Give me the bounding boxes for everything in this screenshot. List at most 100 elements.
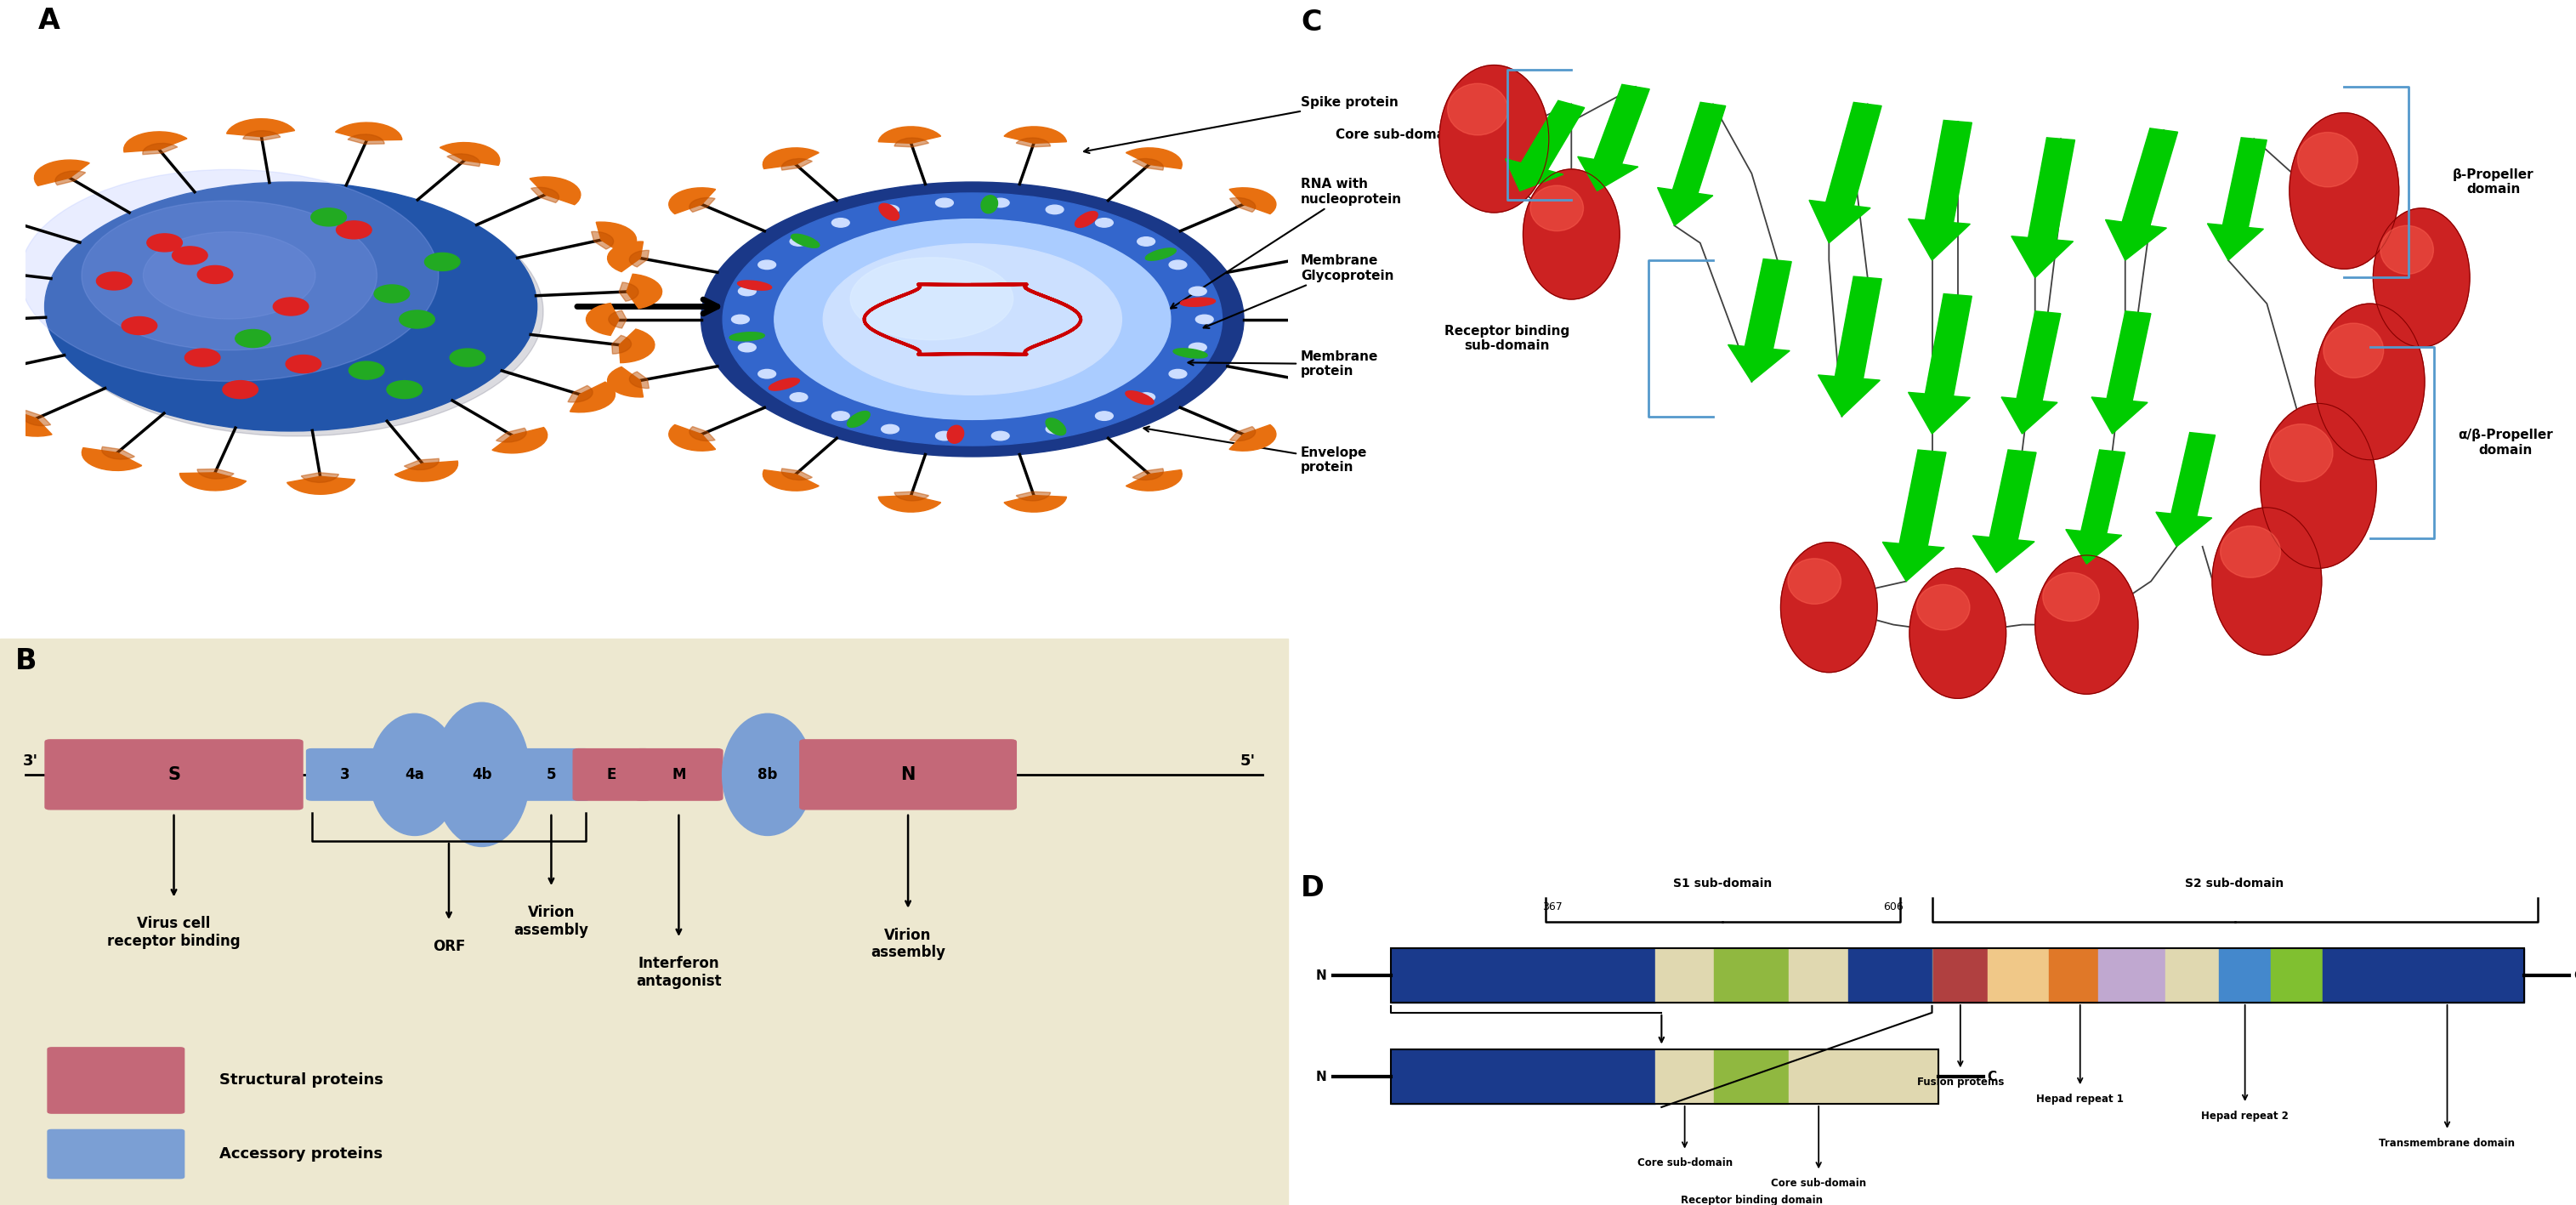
- Wedge shape: [1296, 371, 1316, 388]
- FancyBboxPatch shape: [307, 748, 384, 800]
- Ellipse shape: [2035, 556, 2138, 694]
- Text: Core sub-domain: Core sub-domain: [1636, 1158, 1734, 1169]
- Wedge shape: [629, 251, 649, 268]
- Ellipse shape: [1180, 298, 1216, 306]
- Text: Virus cell
receptor binding: Virus cell receptor binding: [108, 916, 240, 950]
- Ellipse shape: [791, 234, 819, 248]
- Wedge shape: [762, 148, 819, 169]
- Text: S: S: [167, 766, 180, 783]
- Polygon shape: [1819, 276, 1880, 417]
- Circle shape: [935, 199, 953, 207]
- Text: 4a: 4a: [404, 766, 425, 782]
- Circle shape: [173, 247, 209, 264]
- Circle shape: [121, 317, 157, 335]
- Text: 8b: 8b: [757, 766, 778, 782]
- Text: ORF: ORF: [433, 939, 466, 954]
- Ellipse shape: [1126, 390, 1154, 405]
- Wedge shape: [894, 137, 930, 147]
- Circle shape: [791, 237, 809, 246]
- Wedge shape: [670, 424, 716, 451]
- Text: Structural proteins: Structural proteins: [219, 1072, 384, 1088]
- Wedge shape: [1229, 188, 1275, 214]
- FancyBboxPatch shape: [572, 748, 649, 800]
- Wedge shape: [1301, 241, 1337, 272]
- Wedge shape: [404, 459, 438, 470]
- Text: Core sub-domain: Core sub-domain: [1337, 128, 1458, 141]
- Text: M: M: [672, 766, 685, 782]
- Polygon shape: [1656, 102, 1726, 225]
- Text: 3': 3': [23, 753, 39, 769]
- Ellipse shape: [848, 411, 871, 428]
- Circle shape: [348, 361, 384, 380]
- Polygon shape: [1504, 100, 1584, 190]
- Polygon shape: [1728, 259, 1790, 382]
- Circle shape: [992, 431, 1010, 440]
- Circle shape: [1170, 260, 1188, 269]
- Wedge shape: [33, 160, 90, 186]
- Text: RNA with
nucleoprotein: RNA with nucleoprotein: [1170, 178, 1401, 308]
- Text: Accessory proteins: Accessory proteins: [219, 1146, 381, 1162]
- Polygon shape: [1883, 449, 1945, 581]
- Circle shape: [824, 243, 1121, 395]
- Bar: [1656, 1050, 1716, 1104]
- Bar: [1788, 1050, 1850, 1104]
- Circle shape: [386, 381, 422, 399]
- FancyBboxPatch shape: [46, 1047, 185, 1113]
- Wedge shape: [1327, 304, 1358, 335]
- Circle shape: [312, 208, 345, 227]
- Wedge shape: [348, 134, 384, 145]
- Text: Interferon
antagonist: Interferon antagonist: [636, 956, 721, 989]
- Ellipse shape: [1146, 248, 1177, 260]
- FancyBboxPatch shape: [46, 740, 304, 810]
- Bar: [1656, 948, 1716, 1003]
- Circle shape: [1136, 237, 1154, 246]
- Text: 4b: 4b: [471, 766, 492, 782]
- Circle shape: [95, 272, 131, 290]
- Text: A: A: [39, 6, 59, 35]
- Text: Hepad repeat 1: Hepad repeat 1: [2038, 1094, 2123, 1105]
- Polygon shape: [2105, 128, 2177, 260]
- Wedge shape: [762, 470, 819, 490]
- Circle shape: [1046, 424, 1064, 434]
- Text: Transmembrane domain: Transmembrane domain: [2380, 1138, 2514, 1148]
- Ellipse shape: [1522, 169, 1620, 299]
- Wedge shape: [448, 154, 479, 166]
- Circle shape: [724, 193, 1221, 446]
- Ellipse shape: [368, 713, 461, 835]
- Wedge shape: [82, 448, 142, 471]
- Text: 3: 3: [340, 766, 350, 782]
- Circle shape: [185, 348, 219, 366]
- Bar: [2324, 948, 2524, 1003]
- Wedge shape: [0, 201, 13, 231]
- Wedge shape: [608, 311, 626, 328]
- Circle shape: [44, 182, 536, 431]
- Ellipse shape: [729, 333, 765, 341]
- Text: Receptor binding
sub-domain: Receptor binding sub-domain: [1445, 324, 1569, 352]
- Text: Fusion proteins: Fusion proteins: [1917, 1077, 2004, 1088]
- Text: Virion
assembly: Virion assembly: [871, 928, 945, 960]
- Text: C: C: [1989, 1070, 1996, 1083]
- Text: Membrane
protein: Membrane protein: [1188, 351, 1378, 378]
- Wedge shape: [781, 469, 811, 480]
- Circle shape: [1046, 205, 1064, 214]
- Ellipse shape: [721, 713, 814, 835]
- Circle shape: [775, 219, 1170, 419]
- Ellipse shape: [2290, 113, 2398, 269]
- Circle shape: [1136, 393, 1154, 401]
- Circle shape: [374, 284, 410, 302]
- Ellipse shape: [948, 425, 963, 443]
- Circle shape: [1170, 370, 1188, 378]
- Circle shape: [1095, 218, 1113, 228]
- Circle shape: [1095, 411, 1113, 421]
- Text: E: E: [608, 766, 616, 782]
- Wedge shape: [569, 382, 616, 412]
- Polygon shape: [2066, 449, 2125, 564]
- Wedge shape: [618, 282, 639, 301]
- Circle shape: [144, 231, 314, 319]
- Bar: [1932, 948, 1989, 1003]
- Circle shape: [234, 329, 270, 347]
- Ellipse shape: [2380, 225, 2434, 275]
- Text: 5': 5': [1242, 753, 1257, 769]
- Text: B: B: [15, 647, 36, 675]
- Wedge shape: [592, 231, 613, 249]
